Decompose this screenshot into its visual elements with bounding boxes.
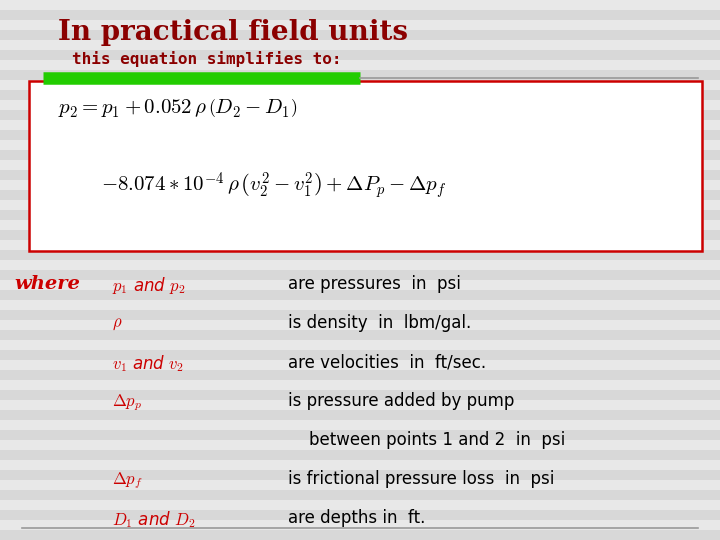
Bar xyxy=(0,130,720,140)
Bar xyxy=(0,30,720,40)
Bar xyxy=(0,90,720,100)
Text: are velocities  in  ft/sec.: are velocities in ft/sec. xyxy=(288,353,486,371)
Bar xyxy=(0,170,720,180)
Bar xyxy=(0,270,720,280)
Text: $p_1$ and $p_2$: $p_1$ and $p_2$ xyxy=(112,275,185,296)
Text: is density  in  lbm/gal.: is density in lbm/gal. xyxy=(288,314,472,332)
Text: $\rho$: $\rho$ xyxy=(112,314,122,332)
FancyBboxPatch shape xyxy=(29,81,702,251)
Bar xyxy=(0,10,720,20)
Bar xyxy=(0,250,720,260)
Bar xyxy=(0,190,720,200)
Bar xyxy=(0,150,720,160)
Bar xyxy=(0,330,720,340)
Text: is frictional pressure loss  in  psi: is frictional pressure loss in psi xyxy=(288,470,554,488)
Bar xyxy=(0,390,720,400)
Text: $D_1$ and $D_2$: $D_1$ and $D_2$ xyxy=(112,509,195,530)
Text: are depths in  ft.: are depths in ft. xyxy=(288,509,426,526)
Bar xyxy=(0,410,720,420)
Text: $v_1$ and $v_2$: $v_1$ and $v_2$ xyxy=(112,353,184,374)
Bar xyxy=(0,50,720,60)
Bar xyxy=(0,530,720,540)
Text: $-8.074 * 10^{-4}\,\rho\,\left(v_2^2 - v_1^2\right) + \Delta P_p - \Delta p_f$: $-8.074 * 10^{-4}\,\rho\,\left(v_2^2 - v… xyxy=(101,170,446,201)
Text: between points 1 and 2  in  psi: between points 1 and 2 in psi xyxy=(288,431,565,449)
Text: is pressure added by pump: is pressure added by pump xyxy=(288,392,514,410)
Text: $p_2 = p_1 + 0.052\,\rho\,\left(D_2 - D_1\right)$: $p_2 = p_1 + 0.052\,\rho\,\left(D_2 - D_… xyxy=(58,97,297,120)
Text: where: where xyxy=(14,275,80,293)
Bar xyxy=(0,510,720,520)
Bar xyxy=(0,430,720,440)
Bar xyxy=(0,370,720,380)
Bar xyxy=(0,350,720,360)
Bar xyxy=(0,310,720,320)
Text: $\Delta p_p$: $\Delta p_p$ xyxy=(112,392,142,413)
Bar xyxy=(0,70,720,80)
Text: are pressures  in  psi: are pressures in psi xyxy=(288,275,461,293)
Bar xyxy=(0,210,720,220)
Bar xyxy=(0,230,720,240)
Bar xyxy=(0,450,720,460)
Bar xyxy=(0,110,720,120)
Bar xyxy=(0,490,720,500)
Text: this equation simplifies to:: this equation simplifies to: xyxy=(72,51,341,68)
Text: $\Delta p_f$: $\Delta p_f$ xyxy=(112,470,143,490)
Bar xyxy=(0,470,720,480)
Text: In practical field units: In practical field units xyxy=(58,19,408,46)
Bar xyxy=(0,290,720,300)
